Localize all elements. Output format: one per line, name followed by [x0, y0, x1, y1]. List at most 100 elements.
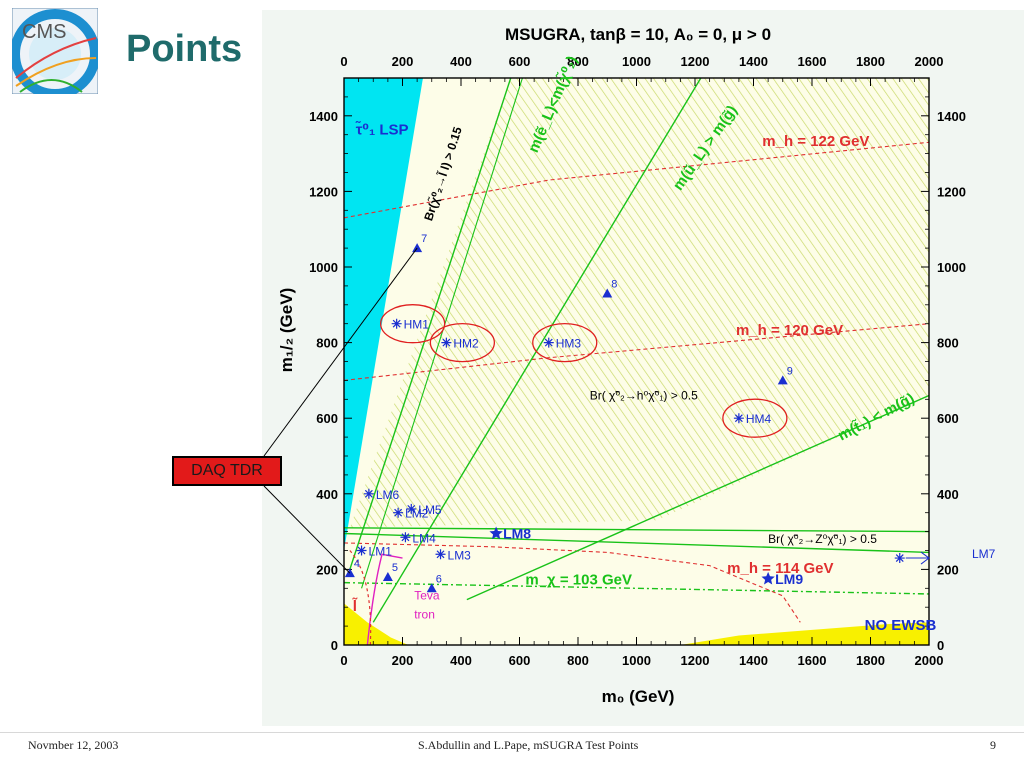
point-label: HM2 [453, 337, 479, 351]
point-label: 5 [392, 562, 398, 574]
point-marker [406, 503, 417, 514]
callout-connector [263, 485, 351, 574]
x-tick-label: 800 [567, 653, 589, 668]
point-label: LM8 [503, 525, 531, 541]
cms-logo: CMS [10, 7, 100, 99]
daq-tdr-callout: DAQ TDR [172, 456, 282, 486]
green-boundary-line [349, 78, 512, 570]
point-marker [382, 571, 393, 581]
x-tick-label: 1000 [622, 653, 651, 668]
green-boundary-line [372, 78, 702, 623]
svg-text:CMS: CMS [22, 21, 66, 43]
x-tick-label-top: 2000 [915, 54, 944, 69]
point-label: LM5 [418, 503, 442, 517]
footer-author: S.Abdullin and L.Pape, mSUGRA Test Point… [418, 738, 639, 752]
y-tick-label-right: 1200 [937, 184, 966, 199]
point-label: 9 [787, 365, 793, 377]
x-tick-label: 2000 [915, 653, 944, 668]
x-tick-label-top: 200 [392, 54, 414, 69]
page-number: 9 [990, 738, 996, 752]
x-tick-label: 1800 [856, 653, 885, 668]
x-tick-label-top: 1400 [739, 54, 768, 69]
point-label: HM3 [556, 337, 582, 351]
y-tick-label: 1400 [309, 109, 338, 124]
x-axis-label: m₀ (GeV) [602, 687, 675, 706]
chart-annotation: Br( χ̃⁰₂→h⁰χ̃⁰₁) > 0.5 [590, 388, 698, 402]
point-label: 8 [611, 278, 617, 290]
chart-annotation: Br( χ̃⁰₂→Z⁰χ̃⁰₁) > 0.5 [768, 532, 877, 546]
green-boundary-line [344, 527, 929, 533]
y-tick-label: 200 [316, 562, 338, 577]
mh-contour-line [344, 141, 929, 219]
x-tick-label-top: 600 [509, 54, 531, 69]
lep-excluded-region [344, 603, 409, 645]
x-tick-label-top: 0 [340, 54, 347, 69]
point-marker [489, 526, 503, 540]
highlight-circle [532, 322, 598, 363]
chart-annotation: m_h = 114 GeV [727, 560, 833, 577]
point-marker [733, 413, 744, 424]
lm7-arrowhead [920, 551, 930, 565]
point-label: HM4 [746, 412, 772, 426]
chart-annotation: tron [414, 608, 435, 622]
chart-annotation: τ̃⁰₁ LSP [355, 121, 408, 139]
point-marker [400, 532, 411, 543]
slepton-limit-line [349, 550, 372, 645]
point-label: LM1 [369, 545, 393, 559]
x-tick-label-top: 1800 [856, 54, 885, 69]
green-boundary-line [361, 78, 523, 589]
lsp-region [344, 78, 423, 551]
y-tick-label: 800 [316, 336, 338, 351]
tevatron-limit-line [366, 553, 403, 645]
point-marker [356, 545, 367, 556]
point-marker [435, 549, 446, 560]
point-label: LM4 [412, 531, 436, 545]
no-ewsb-region [680, 622, 929, 645]
y-tick-label: 1000 [309, 260, 338, 275]
chart-title: MSUGRA, tanβ = 10, A₀ = 0, μ > 0 [505, 25, 771, 44]
y-tick-label-right: 800 [937, 336, 959, 351]
y-tick-label-right: 1000 [937, 260, 966, 275]
point-label: LM9 [775, 571, 803, 587]
y-tick-label-right: 200 [937, 562, 959, 577]
point-marker [391, 318, 402, 329]
x-tick-label-top: 800 [567, 54, 589, 69]
point-marker [777, 375, 788, 385]
point-label: 7 [421, 233, 427, 245]
x-tick-label-top: 1600 [798, 54, 827, 69]
chart-annotation: l̃ [352, 597, 358, 615]
callout-connector [263, 247, 418, 457]
point-label: HM1 [404, 318, 430, 332]
y-axis-label: m₁/₂ (GeV) [277, 288, 296, 373]
highlight-circle [379, 304, 446, 344]
y-tick-label-right: 0 [937, 638, 944, 653]
footer-date: Novmber 12, 2003 [28, 738, 119, 752]
chart-annotation: m_χ = 103 GeV [525, 572, 632, 589]
point-marker [761, 571, 775, 585]
green-boundary-line [344, 532, 929, 554]
mh-contour-line [344, 323, 929, 381]
y-tick-label-right: 1400 [937, 109, 966, 124]
highlight-circle [722, 398, 788, 438]
point-label: 6 [436, 573, 442, 585]
y-tick-label-right: 400 [937, 487, 959, 502]
green-boundary-line [466, 394, 929, 601]
y-tick-label: 400 [316, 487, 338, 502]
x-tick-label-top: 1000 [622, 54, 651, 69]
x-tick-label-top: 1200 [681, 54, 710, 69]
point-marker [426, 583, 437, 593]
point-marker [894, 553, 905, 564]
y-tick-label: 0 [331, 638, 338, 653]
point-label: LM3 [448, 548, 472, 562]
x-tick-label: 200 [392, 653, 414, 668]
mh-contour-line [344, 542, 801, 623]
y-tick-label: 600 [316, 411, 338, 426]
chart-annotation: m_h = 120 GeV [736, 322, 843, 339]
point-marker [363, 488, 374, 499]
x-tick-label: 1200 [681, 653, 710, 668]
point-marker [412, 243, 423, 253]
highlight-circle [429, 322, 496, 363]
x-tick-label-top: 400 [450, 54, 472, 69]
x-tick-label: 600 [509, 653, 531, 668]
